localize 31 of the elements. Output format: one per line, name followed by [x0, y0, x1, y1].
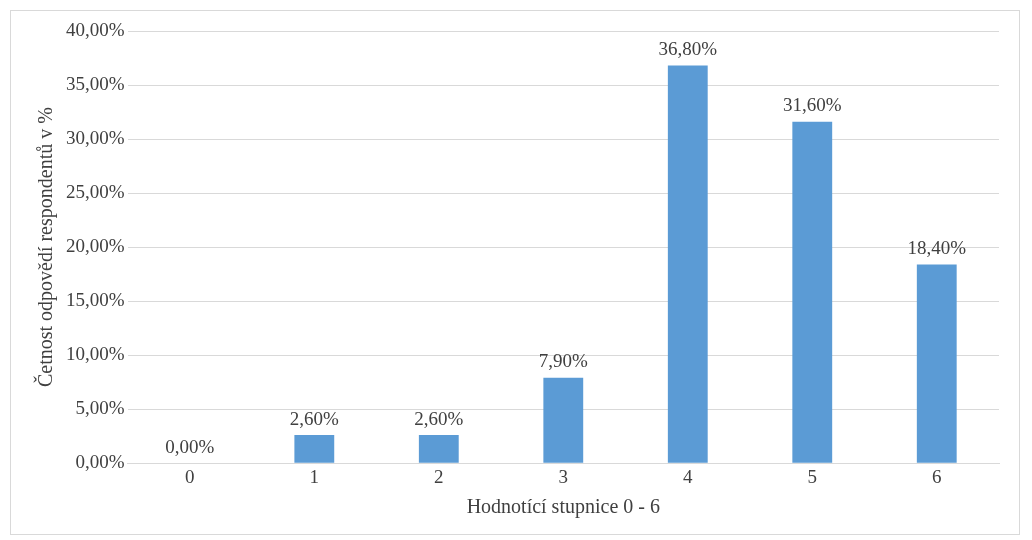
y-tick-label: 5,00% — [75, 397, 125, 419]
y-tick-label: 10,00% — [66, 343, 125, 365]
x-tick-label: 0 — [185, 465, 195, 487]
x-tick-label: 1 — [309, 465, 320, 487]
bar — [667, 65, 708, 463]
y-tick-label: 15,00% — [66, 289, 125, 311]
bar — [294, 435, 335, 463]
x-tick-label: 2 — [434, 465, 444, 487]
data-label: 7,90% — [538, 350, 588, 372]
y-tick-label: 25,00% — [66, 181, 125, 203]
data-label: 31,60% — [782, 94, 842, 116]
y-tick-label: 30,00% — [66, 127, 125, 149]
x-tick-label: 6 — [932, 465, 942, 487]
x-axis-title: Hodnotící stupnice 0 - 6 — [466, 495, 660, 519]
bar — [916, 264, 957, 463]
bar — [418, 435, 459, 463]
data-label: 2,60% — [289, 407, 340, 429]
data-label: 0,00% — [165, 435, 215, 457]
bar — [792, 121, 833, 463]
x-tick-label: 4 — [683, 465, 694, 487]
y-axis-title: Četnost odpovědí respondentů v % — [33, 107, 58, 388]
y-tick-label: 35,00% — [66, 73, 125, 95]
y-tick-label: 20,00% — [66, 235, 125, 257]
bar — [543, 377, 584, 463]
data-label: 18,40% — [907, 236, 967, 258]
data-label: 2,60% — [414, 407, 464, 429]
y-tick-label: 40,00% — [66, 18, 125, 40]
x-tick-label: 3 — [558, 465, 569, 487]
x-tick-label: 5 — [807, 465, 818, 487]
data-label: 36,80% — [658, 38, 718, 60]
y-tick-label: 0,00% — [75, 451, 125, 473]
